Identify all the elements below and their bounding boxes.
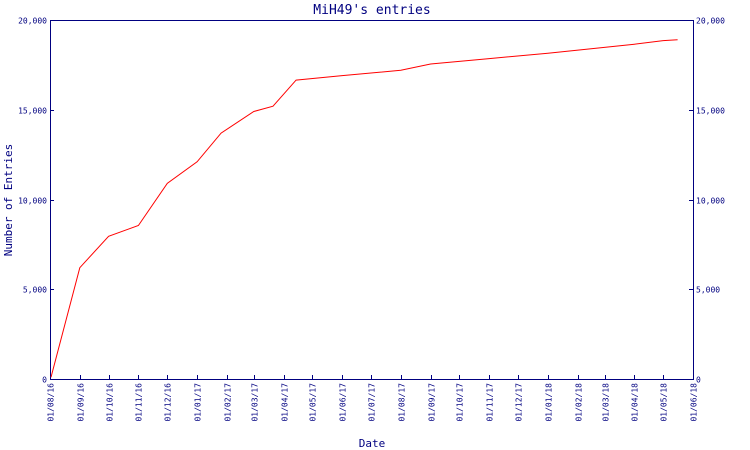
x-tick-label: 01/04/17 [281, 383, 290, 422]
x-tick-label: 01/11/17 [486, 383, 495, 422]
x-tick-label: 01/08/17 [398, 383, 407, 422]
x-tick-label: 01/05/18 [660, 383, 669, 422]
x-axis-label: Date [359, 437, 386, 450]
y-tick-label-right: 20,000 [696, 17, 725, 26]
y-axis: 0 0 5,000 5,000 10,000 10,000 15,000 15,000 20,0… [18, 17, 725, 385]
y-tick-label-left: 10,000 [18, 197, 47, 206]
x-tick-label: 01/11/16 [135, 383, 144, 422]
x-tick-label: 01/01/18 [545, 383, 554, 422]
y-tick-label-right: 10,000 [696, 197, 725, 206]
x-tick-label: 01/06/18 [690, 383, 699, 422]
x-tick-label: 01/09/16 [77, 383, 86, 422]
x-tick-label: 01/08/16 [47, 383, 56, 422]
x-tick-label: 01/02/18 [575, 383, 584, 422]
y-tick-label-left: 15,000 [18, 107, 47, 116]
x-tick-label: 01/02/17 [224, 383, 233, 422]
x-tick-label: 01/03/18 [602, 383, 611, 422]
x-tick-label: 01/10/17 [456, 383, 465, 422]
y-tick-label-right: 0 [696, 376, 701, 385]
y-tick-label-left: 20,000 [18, 17, 47, 26]
chart-title: MiH49's entries [313, 3, 430, 18]
x-tick-label: 01/07/17 [368, 383, 377, 422]
x-tick-label: 01/03/17 [251, 383, 260, 422]
x-axis: 01/08/16 01/09/16 01/10/16 01/11/16 01/12/16… [47, 375, 699, 422]
plot-frame [50, 20, 694, 380]
x-tick-label: 01/10/16 [106, 383, 115, 422]
x-tick-label: 01/09/17 [428, 383, 437, 422]
x-tick-label: 01/04/18 [631, 383, 640, 422]
y-axis-label: Number of Entries [2, 144, 15, 257]
x-tick-label: 01/01/17 [194, 383, 203, 422]
y-tick-label-right: 5,000 [696, 286, 720, 295]
series-line [50, 39, 678, 378]
x-tick-label: 01/12/17 [515, 383, 524, 422]
y-tick-label-left: 0 [42, 376, 47, 385]
x-tick-label: 01/12/16 [164, 383, 173, 422]
y-tick-label-right: 15,000 [696, 107, 725, 116]
y-tick-label-left: 5,000 [23, 286, 47, 295]
x-tick-label: 01/06/17 [339, 383, 348, 422]
x-tick-label: 01/05/17 [309, 383, 318, 422]
series-layer [50, 39, 678, 378]
